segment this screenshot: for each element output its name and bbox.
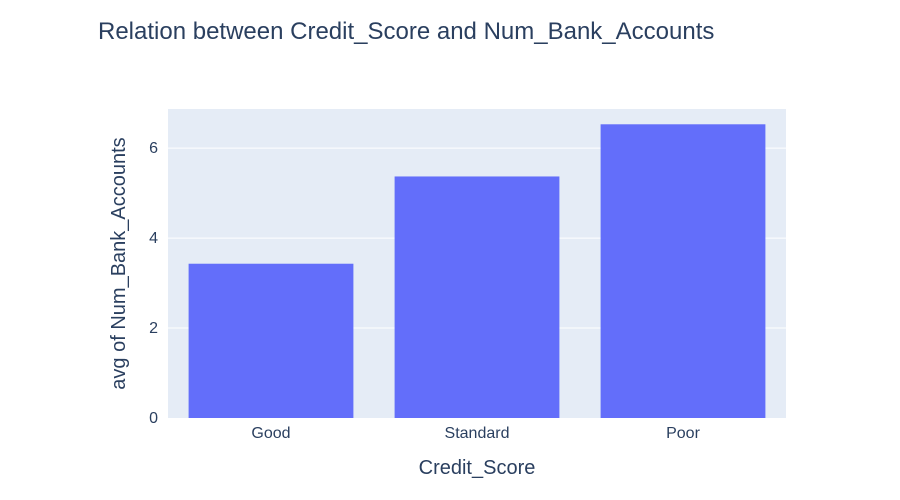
x-tick-label-standard: Standard xyxy=(445,425,510,442)
x-axis-title: Credit_Score xyxy=(419,457,536,479)
x-tick-label-good: Good xyxy=(251,425,290,442)
bar-standard[interactable] xyxy=(394,176,560,418)
chart-title: Relation between Credit_Score and Num_Ba… xyxy=(98,18,714,45)
y-tick-label: 2 xyxy=(149,320,158,337)
y-axis-ticks: 0 2 4 6 xyxy=(149,140,158,427)
x-axis-ticks: Good Standard Poor xyxy=(251,425,700,442)
bar-poor[interactable] xyxy=(600,124,766,419)
bar-good[interactable] xyxy=(188,263,354,418)
y-tick-label: 6 xyxy=(149,140,158,157)
bars xyxy=(188,124,766,419)
x-tick-label-poor: Poor xyxy=(666,425,700,442)
y-tick-label: 4 xyxy=(149,230,158,247)
y-tick-label: 0 xyxy=(149,410,158,427)
y-axis-title: avg of Num_Bank_Accounts xyxy=(108,137,130,389)
